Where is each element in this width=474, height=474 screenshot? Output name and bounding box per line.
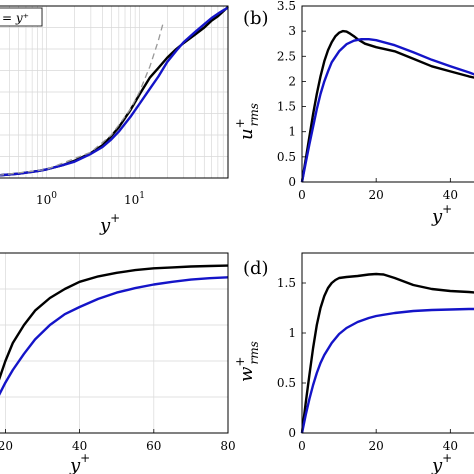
panel-d-ticks: 0 20 40 0 0.5 1 1.5 [277, 276, 458, 453]
panel-c-xtick-label: 20 [0, 439, 13, 453]
panel-b-ticks: 0 20 40 0 0.5 1 1.5 2 2.5 3 3.5 [277, 0, 458, 202]
panel-b-ytick-label: 0.5 [277, 150, 296, 164]
panel-c-frame [0, 252, 229, 434]
panel-a-lines [0, 6, 229, 177]
panel-d-xlabel: y+ [431, 451, 452, 474]
panel-a-xlabel: y+ [99, 211, 120, 236]
panel-c-ticks: 20 40 60 80 [0, 429, 236, 453]
panel-d-series-blue [300, 307, 474, 434]
panel-b-xtick-label: 40 [443, 188, 458, 202]
panel-a-xtick-1: 100 [36, 191, 57, 207]
panel-c: 20 40 60 80 y+ [0, 252, 236, 474]
panel-d-ytick-label: 0.5 [277, 376, 296, 390]
panel-b-ytick-label: 1.5 [277, 100, 296, 114]
panel-b-label: (b) [243, 8, 269, 29]
panel-d-frame [301, 252, 474, 434]
panel-a-legend: = y⁺ [0, 7, 43, 27]
panel-b-ytick-label: 0 [288, 175, 296, 189]
panel-d-series-black [300, 272, 474, 434]
panel-a-xtick-2: 101 [124, 191, 145, 207]
panel-c-lines [0, 264, 229, 396]
panel-d-xtick-label: 40 [443, 439, 458, 453]
panel-b-ytick-label: 3 [288, 24, 296, 38]
panel-a-grid [0, 6, 229, 178]
panel-b-xlabel: y+ [431, 202, 452, 227]
panel-a-legend-text: = y⁺ [2, 11, 29, 25]
panel-b-series-black [300, 29, 474, 183]
panel-d: 0 20 40 0 0.5 1 1.5 (d) w+rms y+ [233, 252, 474, 474]
panel-d-xtick-label: 20 [369, 439, 384, 453]
panel-b-ytick-label: 2 [288, 74, 296, 88]
panel-b-xtick-label: 0 [298, 188, 306, 202]
panel-b-frame [301, 5, 474, 183]
panel-d-label: (d) [243, 258, 269, 279]
panel-b-ylabel: u+rms [233, 103, 261, 140]
panel-b-series-blue [300, 38, 474, 183]
panel-a-series-blue [0, 6, 229, 177]
panel-c-xlabel: y+ [69, 451, 90, 474]
panel-b-lines [300, 29, 474, 183]
panel-c-xtick-label: 40 [72, 439, 87, 453]
panel-c-xtick-label: 80 [220, 439, 235, 453]
panel-b-ytick-label: 1 [288, 125, 296, 139]
panel-a-frame [0, 5, 229, 179]
panel-d-xtick-label: 0 [298, 439, 306, 453]
panel-c-xtick-label: 60 [146, 439, 161, 453]
panel-b-xtick-label: 20 [369, 188, 384, 202]
panel-b-ytick-label: 2.5 [277, 49, 296, 63]
panel-d-ylabel: w+rms [233, 341, 261, 382]
panel-a-series-reference [0, 23, 164, 176]
panel-b: 0 20 40 0 0.5 1 1.5 2 2.5 3 3.5 (b) u+rms y+ [233, 0, 474, 227]
panel-d-ytick-label: 1 [288, 326, 296, 340]
panel-d-lines [300, 272, 474, 434]
panel-b-ytick-label: 3.5 [277, 0, 296, 13]
panel-c-series-black [0, 264, 229, 381]
panel-a: = y⁺ 100 101 y+ [0, 5, 229, 236]
panel-d-ytick-label: 1.5 [277, 276, 296, 290]
panel-a-legend-box [0, 7, 43, 27]
panel-d-ytick-label: 0 [288, 426, 296, 440]
panel-c-series-blue [0, 276, 229, 396]
